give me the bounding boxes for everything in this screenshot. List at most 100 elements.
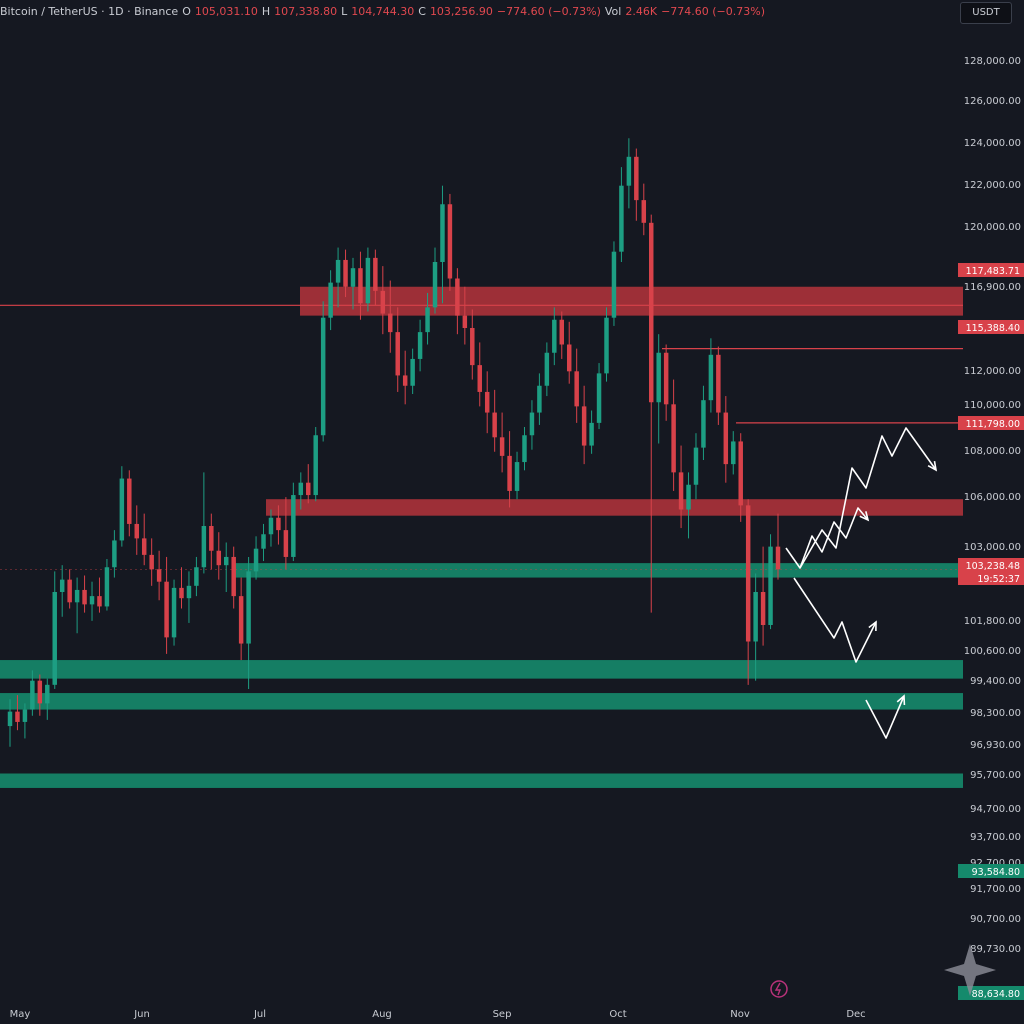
- candle-body: [15, 711, 20, 722]
- candle-body: [760, 592, 766, 625]
- candle-body: [30, 680, 35, 710]
- candle: [775, 513, 781, 580]
- candle: [760, 546, 766, 646]
- time-tick-label: Aug: [372, 1009, 392, 1020]
- candle-body: [462, 315, 468, 328]
- candle: [119, 466, 125, 547]
- candle: [768, 534, 773, 630]
- candle-body: [663, 352, 669, 405]
- symbol-title[interactable]: Bitcoin / TetherUS · 1D · Binance: [0, 4, 179, 18]
- candle-body: [365, 257, 371, 304]
- candle-body: [380, 290, 386, 314]
- support-zone: [0, 660, 963, 679]
- candle: [544, 342, 550, 397]
- price-label-text: 93,584.80: [972, 867, 1020, 878]
- close-label: C: [418, 4, 426, 18]
- projection-path: [799, 427, 937, 569]
- candle-body: [544, 352, 550, 386]
- candle: [231, 546, 236, 609]
- price-label-tag: [958, 571, 1024, 585]
- candle: [649, 214, 654, 613]
- candle-body: [149, 554, 154, 570]
- candle-body: [246, 571, 251, 644]
- candle: [37, 674, 43, 716]
- candle-body: [156, 569, 162, 582]
- price-tick-label: 100,600.00: [964, 646, 1021, 657]
- zones-layer: [0, 286, 963, 788]
- candle-body: [104, 567, 110, 607]
- candle-body: [566, 344, 572, 372]
- candle: [238, 577, 244, 661]
- candle-body: [223, 556, 229, 566]
- price-label-tag: [958, 320, 1024, 334]
- candle: [328, 270, 333, 331]
- candle-body: [238, 596, 244, 644]
- candle: [67, 569, 72, 609]
- candle-body: [97, 596, 102, 607]
- candle: [477, 342, 482, 407]
- candle-body: [37, 680, 43, 704]
- candle: [22, 703, 28, 739]
- candle-body: [492, 412, 497, 438]
- candle-body: [768, 546, 773, 625]
- candle-body: [686, 484, 691, 510]
- price-tick-label: 101,800.00: [964, 616, 1021, 627]
- candle-body: [693, 447, 699, 485]
- change-value: −774.60 (−0.73%): [496, 4, 601, 18]
- price-axis-background: [963, 0, 1024, 1024]
- candle: [209, 513, 214, 570]
- candle-body: [119, 478, 125, 541]
- candle: [529, 400, 535, 450]
- currency-button[interactable]: USDT: [960, 2, 1012, 24]
- candle: [663, 344, 669, 421]
- projection-arrowhead: [927, 460, 938, 472]
- candle: [410, 348, 415, 394]
- price-tick-label: 108,000.00: [964, 446, 1021, 457]
- candle-body: [112, 540, 117, 568]
- candle-body: [328, 282, 333, 318]
- candle: [716, 346, 721, 425]
- candle-body: [626, 156, 632, 186]
- candle-body: [395, 332, 400, 376]
- candle: [246, 556, 251, 689]
- price-tick-label: 96,930.00: [970, 740, 1021, 751]
- candle: [574, 348, 579, 423]
- candle-body: [209, 526, 214, 551]
- price-tick-label: 90,700.00: [970, 914, 1021, 925]
- candle-body: [455, 278, 460, 316]
- candle-body: [298, 482, 304, 496]
- candle-body: [738, 441, 743, 506]
- price-tick-label: 110,000.00: [964, 400, 1021, 411]
- candle-body: [7, 711, 13, 727]
- bolt-icon[interactable]: [770, 980, 788, 998]
- candle: [522, 427, 527, 471]
- candle-body: [89, 596, 95, 605]
- candle: [52, 571, 57, 689]
- candle-body: [671, 404, 676, 473]
- low-label: L: [341, 4, 348, 18]
- candle: [440, 185, 445, 304]
- candle-body: [417, 332, 423, 359]
- price-tick-label: 124,000.00: [964, 138, 1021, 149]
- candle: [686, 472, 691, 539]
- candle: [30, 670, 35, 716]
- price-label-tag: [958, 864, 1024, 878]
- candle-body: [619, 185, 624, 252]
- candle: [581, 385, 587, 465]
- candle-body: [313, 435, 318, 496]
- candle: [559, 311, 565, 359]
- time-tick-label: Jun: [133, 1009, 150, 1020]
- candle: [141, 513, 147, 566]
- candle-body: [134, 523, 139, 539]
- projection-arrowhead: [859, 511, 870, 522]
- price-label-text: 19:52:37: [977, 574, 1020, 585]
- candle-body: [306, 482, 311, 496]
- candle: [634, 148, 639, 221]
- price-tick-label: 106,000.00: [964, 492, 1021, 503]
- price-axis: 128,000.00 126,000.00 124,000.00 122,000.00…: [963, 0, 1024, 1024]
- candle-body: [701, 400, 706, 448]
- candle: [82, 575, 87, 613]
- candle-body: [22, 709, 28, 722]
- candle: [298, 472, 304, 510]
